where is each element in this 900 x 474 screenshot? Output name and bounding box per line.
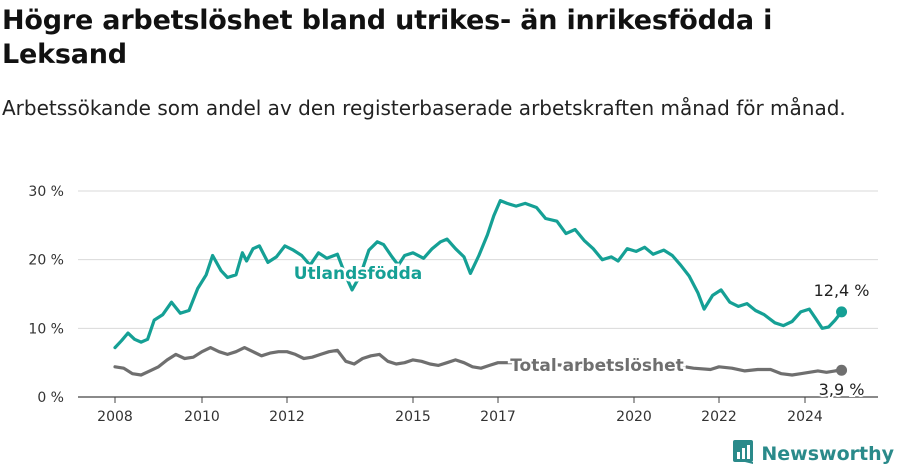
- x-axis: 2008 2010 2012 2015 2017 2020 2022 2024: [97, 397, 823, 425]
- x-tick-label: 2010: [184, 409, 220, 425]
- series-labels: Utlandsfödda Total arbetslöshet 12,4 % 3,9 …: [291, 262, 870, 402]
- brand-name: Newsworthy: [761, 443, 894, 465]
- chart-subtitle: Arbetssökande som andel av den registerb…: [2, 96, 846, 120]
- chart-title: Högre arbetslöshet bland utrikes- än inr…: [2, 5, 773, 70]
- brand-logo: Newsworthy: [733, 440, 894, 468]
- end-value-utlandsfodda: 12,4 %: [814, 281, 870, 300]
- y-axis: 0 % 10 % 20 % 30 %: [28, 184, 64, 406]
- series-line-total: [113, 346, 844, 377]
- x-tick-label: 2015: [395, 409, 431, 425]
- y-tick-label: 20 %: [28, 253, 64, 269]
- x-tick-label: 2024: [787, 409, 823, 425]
- y-tick-label: 10 %: [28, 321, 64, 337]
- series-line-utlandsfodda: [113, 199, 844, 350]
- y-tick-label: 0 %: [37, 390, 64, 406]
- x-tick-label: 2020: [616, 409, 652, 425]
- end-value-total: 3,9 %: [819, 380, 865, 399]
- x-tick-label: 2017: [480, 409, 516, 425]
- series-label-total: Total arbetslöshet: [510, 356, 684, 376]
- x-tick-label: 2022: [701, 409, 737, 425]
- y-tick-label: 30 %: [28, 184, 64, 200]
- newsworthy-logo-icon: [733, 440, 755, 468]
- series-end-point: [836, 364, 848, 376]
- series-end-point: [836, 306, 848, 318]
- series-lines: [113, 199, 848, 377]
- x-tick-label: 2008: [97, 409, 133, 425]
- series-label-utlandsfodda: Utlandsfödda: [294, 264, 423, 284]
- x-tick-label: 2012: [269, 409, 305, 425]
